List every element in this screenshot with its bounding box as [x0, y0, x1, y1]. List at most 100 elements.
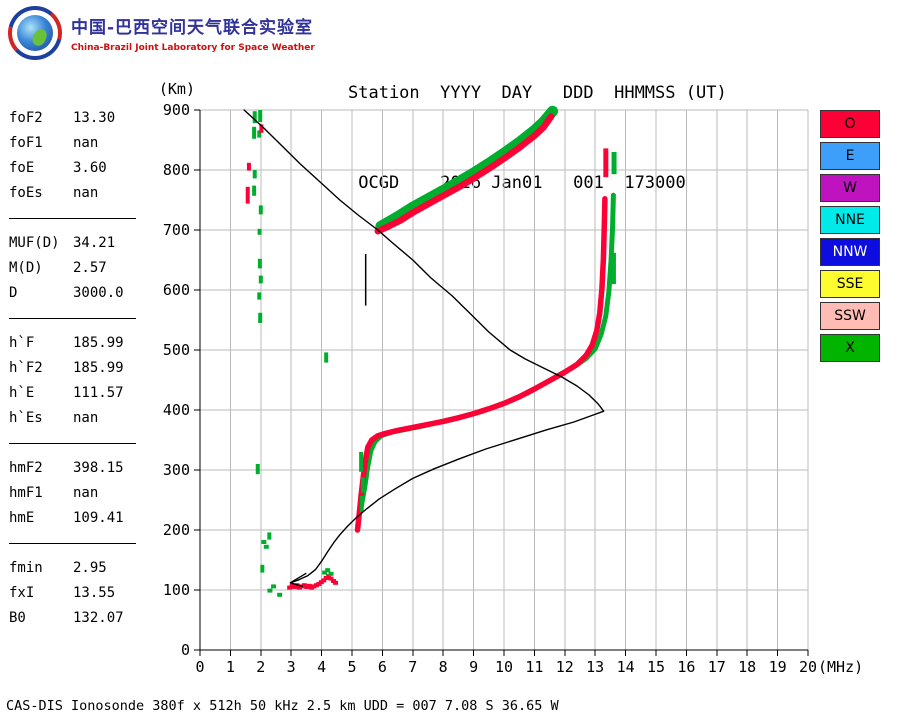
f-trace-o [354, 196, 608, 533]
x-tick-label: 8 [439, 658, 448, 676]
param-value: 185.99 [73, 335, 124, 351]
lab-titles: 中国-巴西空间天气联合实验室 China-Brazil Joint Labora… [71, 13, 315, 53]
param-row-fof1: foF1 nan [9, 131, 149, 156]
param-label: foE [9, 160, 35, 176]
param-value: 185.99 [73, 360, 124, 376]
param-divider [9, 443, 136, 444]
lab-logo-ring [12, 10, 58, 56]
x-tick-label: 14 [617, 658, 635, 676]
parameter-panel: foF2 13.30 foF1 nan foE 3.60 foEs nan MUF(D) 34.2… [9, 106, 149, 631]
y-tick-label: 200 [163, 521, 190, 539]
y-tick-label: 300 [163, 461, 190, 479]
series-layer [243, 105, 617, 597]
param-value: 2.95 [73, 560, 107, 576]
param-value: nan [73, 185, 99, 201]
param-row-d: D 3000.0 [9, 281, 149, 306]
param-row-foe: foE 3.60 [9, 156, 149, 181]
lab-title-chinese: 中国-巴西空间天气联合实验室 [71, 18, 314, 38]
param-value: nan [73, 410, 99, 426]
status-line: CAS-DIS Ionosonde 380f x 512h 50 kHz 2.5… [6, 698, 559, 714]
second-hop-o-trace [374, 113, 555, 235]
param-row-h-e: h`E 111.57 [9, 381, 149, 406]
param-row-h-f: h`F 185.99 [9, 331, 149, 356]
x-tick-label: 4 [317, 658, 326, 676]
param-value: 2.57 [73, 260, 107, 276]
y-tick-label: 500 [163, 341, 190, 359]
x-tick-label: 16 [677, 658, 695, 676]
param-value: 111.57 [73, 385, 124, 401]
x-axis-unit-label: (MHz) [818, 658, 863, 676]
y-axis-unit-label: (Km) [159, 80, 195, 98]
legend-item-ssw: SSW [820, 302, 880, 330]
axes-layer: 0 1 2 3 4 5 6 7 8 9 10 11 12 13 14 15 16 17 18 19 2001002003… [159, 80, 863, 676]
param-value: 34.21 [73, 235, 116, 251]
legend-item-e: E [820, 142, 880, 170]
param-value: 109.41 [73, 510, 124, 526]
x-tick-label: 19 [769, 658, 787, 676]
echo-type-legend: O E W NNE NNW SSE SSW X [820, 110, 880, 366]
x-tick-label: 17 [708, 658, 726, 676]
lab-branding: 中国-巴西空间天气联合实验室 China-Brazil Joint Labora… [8, 6, 315, 60]
profile-end-arrow [289, 572, 307, 588]
y-tick-label: 0 [181, 641, 190, 659]
param-divider [9, 543, 136, 544]
param-value: nan [73, 485, 99, 501]
e-region-x-echoes [261, 540, 334, 597]
legend-item-w: W [820, 174, 880, 202]
param-row-m-d: M(D) 2.57 [9, 256, 149, 281]
legend-item-nnw: NNW [820, 238, 880, 266]
x-tick-label: 0 [195, 658, 204, 676]
x-tick-label: 12 [556, 658, 574, 676]
legend-item-o: O [820, 110, 880, 138]
param-row-fof2: foF2 13.30 [9, 106, 149, 131]
param-label: foF1 [9, 135, 43, 151]
x-tick-label: 1 [226, 658, 235, 676]
param-value: 13.55 [73, 585, 116, 601]
param-label: D [9, 285, 18, 301]
param-row-fmin: fmin 2.95 [9, 556, 149, 581]
param-row-h-es: h`Es nan [9, 406, 149, 431]
lab-logo [8, 6, 62, 60]
y-tick-label: 600 [163, 281, 190, 299]
x-tick-label: 15 [647, 658, 665, 676]
param-value: 398.15 [73, 460, 124, 476]
param-row-fxi: fxI 13.55 [9, 581, 149, 606]
param-value: nan [73, 135, 99, 151]
y-tick-label: 700 [163, 221, 190, 239]
legend-item-nne: NNE [820, 206, 880, 234]
x-tick-label: 5 [347, 658, 356, 676]
e-region-o-echoes [287, 574, 339, 590]
param-row-h-f2: h`F2 185.99 [9, 356, 149, 381]
param-row-hmf2: hmF2 398.15 [9, 456, 149, 481]
f-trace-x [358, 192, 616, 510]
param-row-hme: hmE 109.41 [9, 506, 149, 531]
x-trace-top-echo [610, 152, 617, 284]
param-label: h`E [9, 385, 35, 401]
param-value: 13.30 [73, 110, 116, 126]
param-row-b0: B0 132.07 [9, 606, 149, 631]
param-label: M(D) [9, 260, 43, 276]
param-label: hmF2 [9, 460, 43, 476]
lab-title-english: China-Brazil Joint Laboratory for Space … [71, 43, 315, 53]
x-tick-label: 7 [408, 658, 417, 676]
param-row-hmf1: hmF1 nan [9, 481, 149, 506]
x-tick-label: 10 [495, 658, 513, 676]
y-tick-label: 400 [163, 401, 190, 419]
legend-item-x: X [820, 334, 880, 362]
x-noise-echoes [252, 110, 365, 573]
param-label: foF2 [9, 110, 43, 126]
x-tick-label: 20 [799, 658, 817, 676]
x-tick-label: 11 [525, 658, 543, 676]
earth-globe-icon [17, 15, 53, 51]
param-value: 3.60 [73, 160, 107, 176]
param-value: 132.07 [73, 610, 124, 626]
true-height-profile [243, 109, 605, 584]
x-tick-label: 9 [469, 658, 478, 676]
header-field-names: Station YYYY DAY DDD HHMMSS (UT) [348, 83, 727, 103]
param-divider [9, 318, 136, 319]
x-tick-label: 3 [287, 658, 296, 676]
param-label: fmin [9, 560, 43, 576]
param-label: B0 [9, 610, 26, 626]
